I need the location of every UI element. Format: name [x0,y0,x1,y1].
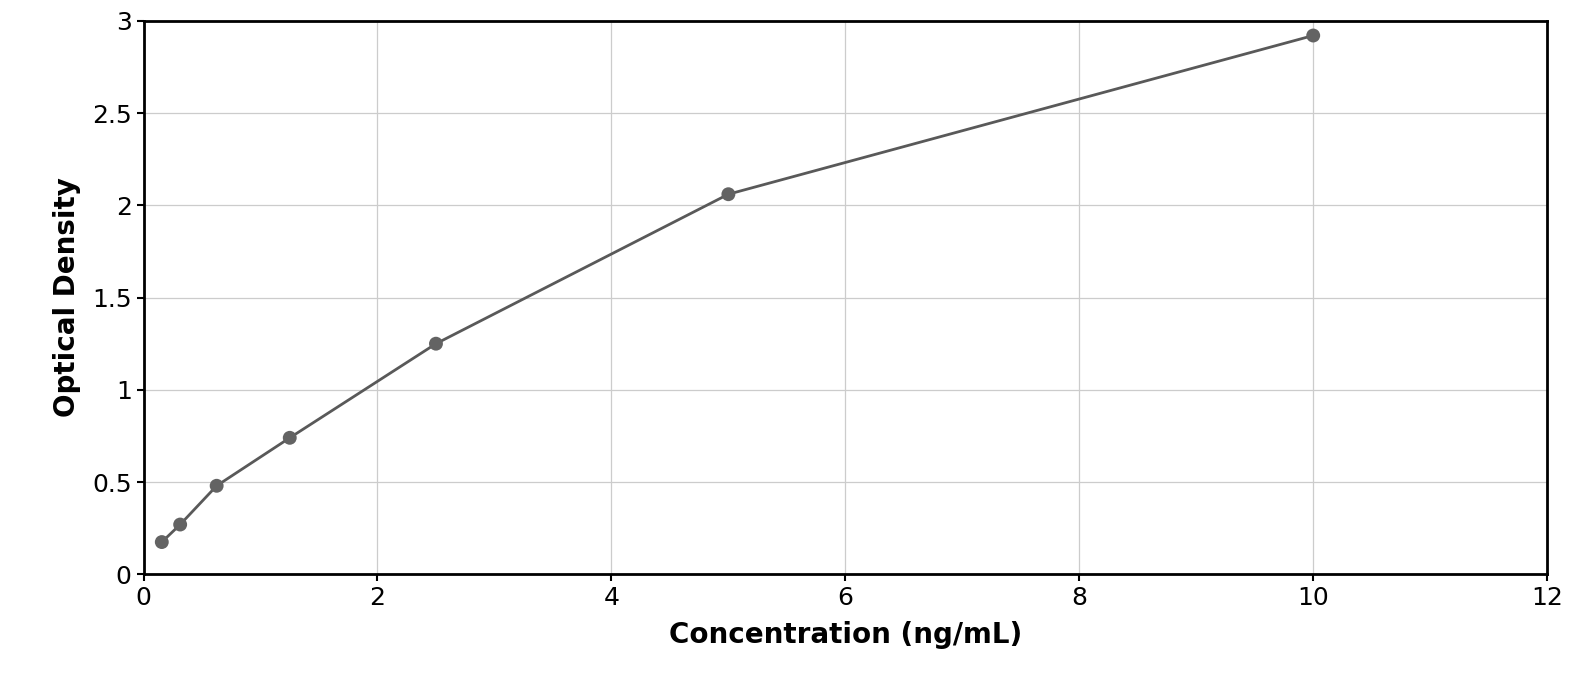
Point [1300,30,1325,41]
Point [423,338,448,349]
Point [167,519,193,530]
Point [716,189,742,200]
Point [204,480,230,491]
Y-axis label: Optical Density: Optical Density [53,178,81,417]
X-axis label: Concentration (ng/mL): Concentration (ng/mL) [668,621,1022,649]
Point [148,536,174,547]
Point [278,432,303,444]
